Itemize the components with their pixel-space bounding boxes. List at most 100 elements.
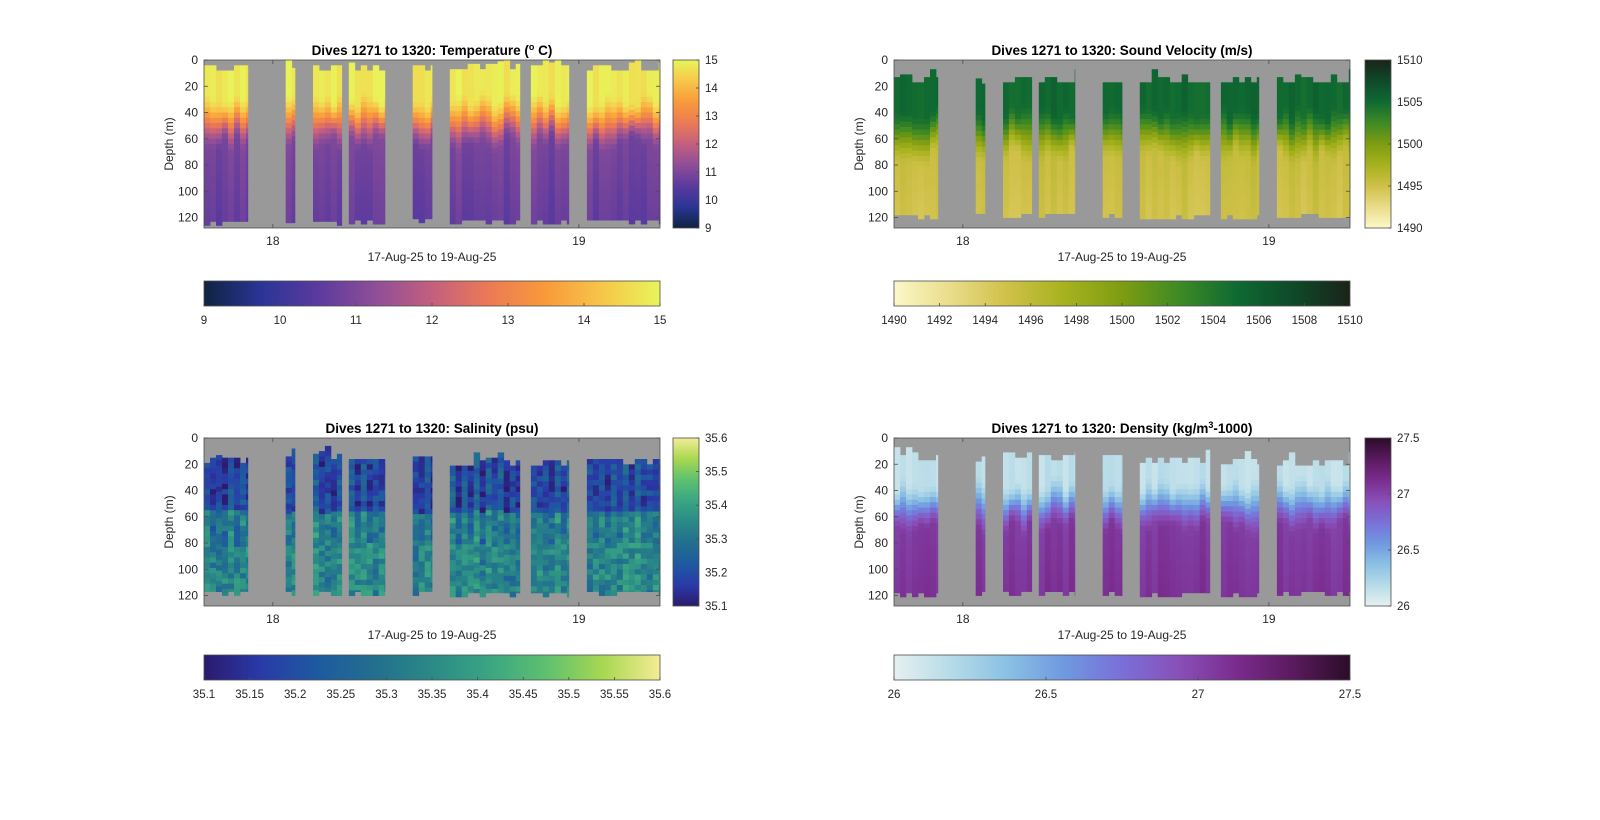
- heatmap-cell: [555, 476, 561, 482]
- heatmap-cell: [599, 207, 605, 213]
- heatmap-cell: [1277, 119, 1283, 125]
- heatmap-cell: [431, 102, 433, 108]
- heatmap-cell: [204, 207, 210, 213]
- heatmap-cell: [1140, 177, 1146, 183]
- heatmap-cell: [531, 576, 537, 582]
- heatmap-cell: [587, 139, 593, 145]
- heatmap-cell: [313, 218, 319, 222]
- heatmap-cell: [1221, 103, 1227, 109]
- heatmap-cell: [1206, 98, 1211, 104]
- heatmap-cell: [234, 568, 240, 574]
- heatmap-cell: [894, 193, 900, 199]
- heatmap-cell: [216, 170, 222, 176]
- heatmap-cell: [1257, 214, 1259, 216]
- heatmap-cell: [313, 501, 319, 507]
- heatmap-cell: [456, 523, 462, 529]
- heatmap-cell: [210, 176, 216, 182]
- heatmap-cell: [617, 160, 623, 166]
- heatmap-cell: [286, 551, 292, 557]
- heatmap-cell: [555, 502, 561, 508]
- heatmap-cell: [474, 463, 480, 469]
- heatmap-cell: [450, 74, 456, 80]
- heatmap-cell: [286, 139, 292, 145]
- heatmap-cell: [385, 569, 386, 575]
- heatmap-cell: [635, 207, 641, 213]
- heatmap-cell: [976, 105, 982, 111]
- heatmap-cell: [361, 81, 367, 87]
- heatmap-cell: [543, 155, 549, 161]
- heatmap-cell: [468, 466, 474, 472]
- heatmap-cell: [286, 176, 292, 182]
- heatmap-cell: [474, 143, 480, 149]
- heatmap-cell: [561, 476, 567, 482]
- heatmap-cell: [216, 139, 222, 145]
- heatmap-cell: [894, 77, 900, 83]
- heatmap-cell: [425, 467, 431, 473]
- heatmap-cell: [516, 153, 521, 159]
- heatmap-cell: [617, 113, 623, 119]
- heatmap-cell: [462, 560, 468, 566]
- heatmap-cell: [611, 590, 617, 596]
- heatmap-cell: [1176, 130, 1182, 136]
- heatmap-cell: [982, 105, 986, 111]
- heatmap-cell: [413, 176, 419, 182]
- heatmap-cell: [413, 514, 419, 520]
- heatmap-cell: [222, 165, 228, 171]
- heatmap-cell: [492, 127, 498, 133]
- heatmap-cell: [373, 107, 379, 113]
- heatmap-cell: [593, 92, 599, 98]
- heatmap-cell: [1109, 166, 1115, 172]
- heatmap-cell: [228, 139, 234, 145]
- heatmap-cell: [331, 522, 337, 528]
- heatmap-cell: [286, 477, 292, 483]
- heatmap-cell: [537, 92, 543, 98]
- heatmap-cell: [1194, 124, 1200, 130]
- heatmap-cell: [1343, 161, 1349, 167]
- heatmap-cell: [1015, 119, 1021, 125]
- heatmap-cell: [1251, 198, 1257, 204]
- heatmap-cell: [555, 197, 561, 203]
- heatmap-cell: [587, 496, 593, 502]
- heatmap-cell: [240, 86, 246, 92]
- heatmap-cell: [1221, 88, 1227, 94]
- heatmap-cell: [617, 480, 623, 486]
- heatmap-cell: [462, 143, 468, 149]
- heatmap-cell: [555, 471, 561, 477]
- heatmap-cell: [355, 464, 361, 470]
- heatmap-cell: [1319, 140, 1325, 146]
- heatmap-cell: [1337, 145, 1343, 151]
- heatmap-cell: [379, 538, 385, 544]
- heatmap-cell: [349, 533, 355, 539]
- colorbar-tick-label: 1510: [1337, 315, 1363, 327]
- heatmap-cell: [355, 107, 361, 113]
- heatmap-cell: [373, 569, 379, 575]
- heatmap-cell: [543, 144, 549, 150]
- heatmap-cell: [313, 191, 319, 197]
- heatmap-cell: [240, 479, 246, 485]
- heatmap-cell: [1009, 93, 1015, 99]
- heatmap-cell: [468, 85, 474, 91]
- heatmap-cell: [653, 564, 659, 570]
- heatmap-cell: [361, 496, 367, 502]
- heatmap-cell: [924, 172, 930, 178]
- heatmap-cell: [361, 71, 367, 77]
- heatmap-cell: [474, 500, 480, 506]
- heatmap-cell: [468, 471, 474, 477]
- heatmap-cell: [555, 134, 561, 140]
- heatmap-cell: [1115, 203, 1121, 209]
- heatmap-cell: [1221, 119, 1227, 125]
- heatmap-cell: [924, 151, 930, 157]
- heatmap-cell: [1075, 185, 1076, 191]
- heatmap-cell: [425, 525, 431, 531]
- heatmap-cell: [234, 463, 240, 469]
- heatmap-cell: [1115, 182, 1121, 188]
- heatmap-cell: [593, 480, 599, 486]
- heatmap-cell: [1051, 93, 1057, 99]
- heatmap-cell: [313, 160, 319, 166]
- heatmap-cell: [1170, 88, 1176, 94]
- heatmap-cell: [1176, 98, 1182, 104]
- heatmap-cell: [976, 194, 982, 200]
- heatmap-cell: [1146, 135, 1152, 141]
- heatmap-cell: [373, 575, 379, 581]
